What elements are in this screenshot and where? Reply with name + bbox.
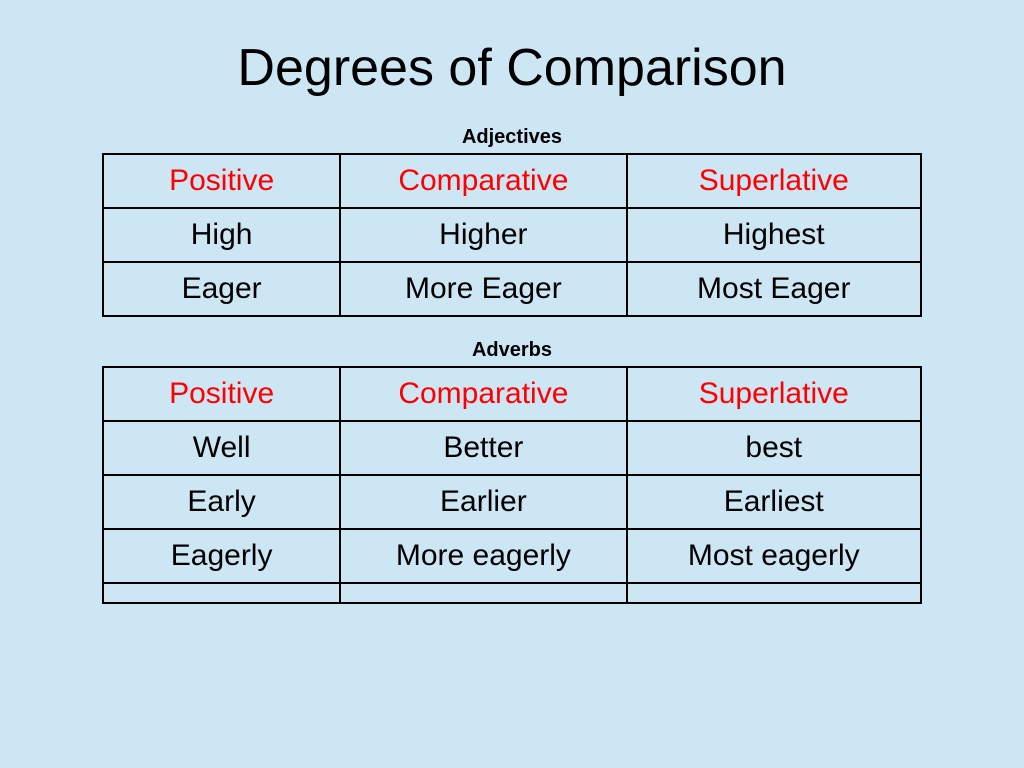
cell: Earliest <box>627 475 921 529</box>
cell: Eager <box>103 262 340 316</box>
adjectives-label: Adjectives <box>102 126 922 149</box>
header-superlative: Superlative <box>627 154 921 208</box>
header-positive: Positive <box>103 154 340 208</box>
table-row: Eager More Eager Most Eager <box>103 262 921 316</box>
header-comparative: Comparative <box>340 367 626 421</box>
header-comparative: Comparative <box>340 154 626 208</box>
cell <box>627 583 921 603</box>
table-row: Early Earlier Earliest <box>103 475 921 529</box>
header-superlative: Superlative <box>627 367 921 421</box>
cell: Highest <box>627 208 921 262</box>
cell: Early <box>103 475 340 529</box>
table-row: Eagerly More eagerly Most eagerly <box>103 529 921 583</box>
cell <box>103 583 340 603</box>
adverbs-label: Adverbs <box>102 339 922 362</box>
cell: Most Eager <box>627 262 921 316</box>
cell: Most eagerly <box>627 529 921 583</box>
table-header-row: Positive Comparative Superlative <box>103 154 921 208</box>
cell <box>340 583 626 603</box>
table-row <box>103 583 921 603</box>
adjectives-section: Adjectives Positive Comparative Superlat… <box>102 126 922 317</box>
table-row: Well Better best <box>103 421 921 475</box>
cell: More Eager <box>340 262 626 316</box>
header-positive: Positive <box>103 367 340 421</box>
cell: Well <box>103 421 340 475</box>
cell: Better <box>340 421 626 475</box>
adverbs-section: Adverbs Positive Comparative Superlative… <box>102 339 922 604</box>
cell: More eagerly <box>340 529 626 583</box>
table-row: High Higher Highest <box>103 208 921 262</box>
cell: Earlier <box>340 475 626 529</box>
table-header-row: Positive Comparative Superlative <box>103 367 921 421</box>
cell: Higher <box>340 208 626 262</box>
page-title: Degrees of Comparison <box>0 0 1024 126</box>
cell: Eagerly <box>103 529 340 583</box>
cell: High <box>103 208 340 262</box>
adjectives-table: Positive Comparative Superlative High Hi… <box>102 153 922 317</box>
cell: best <box>627 421 921 475</box>
adverbs-table: Positive Comparative Superlative Well Be… <box>102 366 922 604</box>
